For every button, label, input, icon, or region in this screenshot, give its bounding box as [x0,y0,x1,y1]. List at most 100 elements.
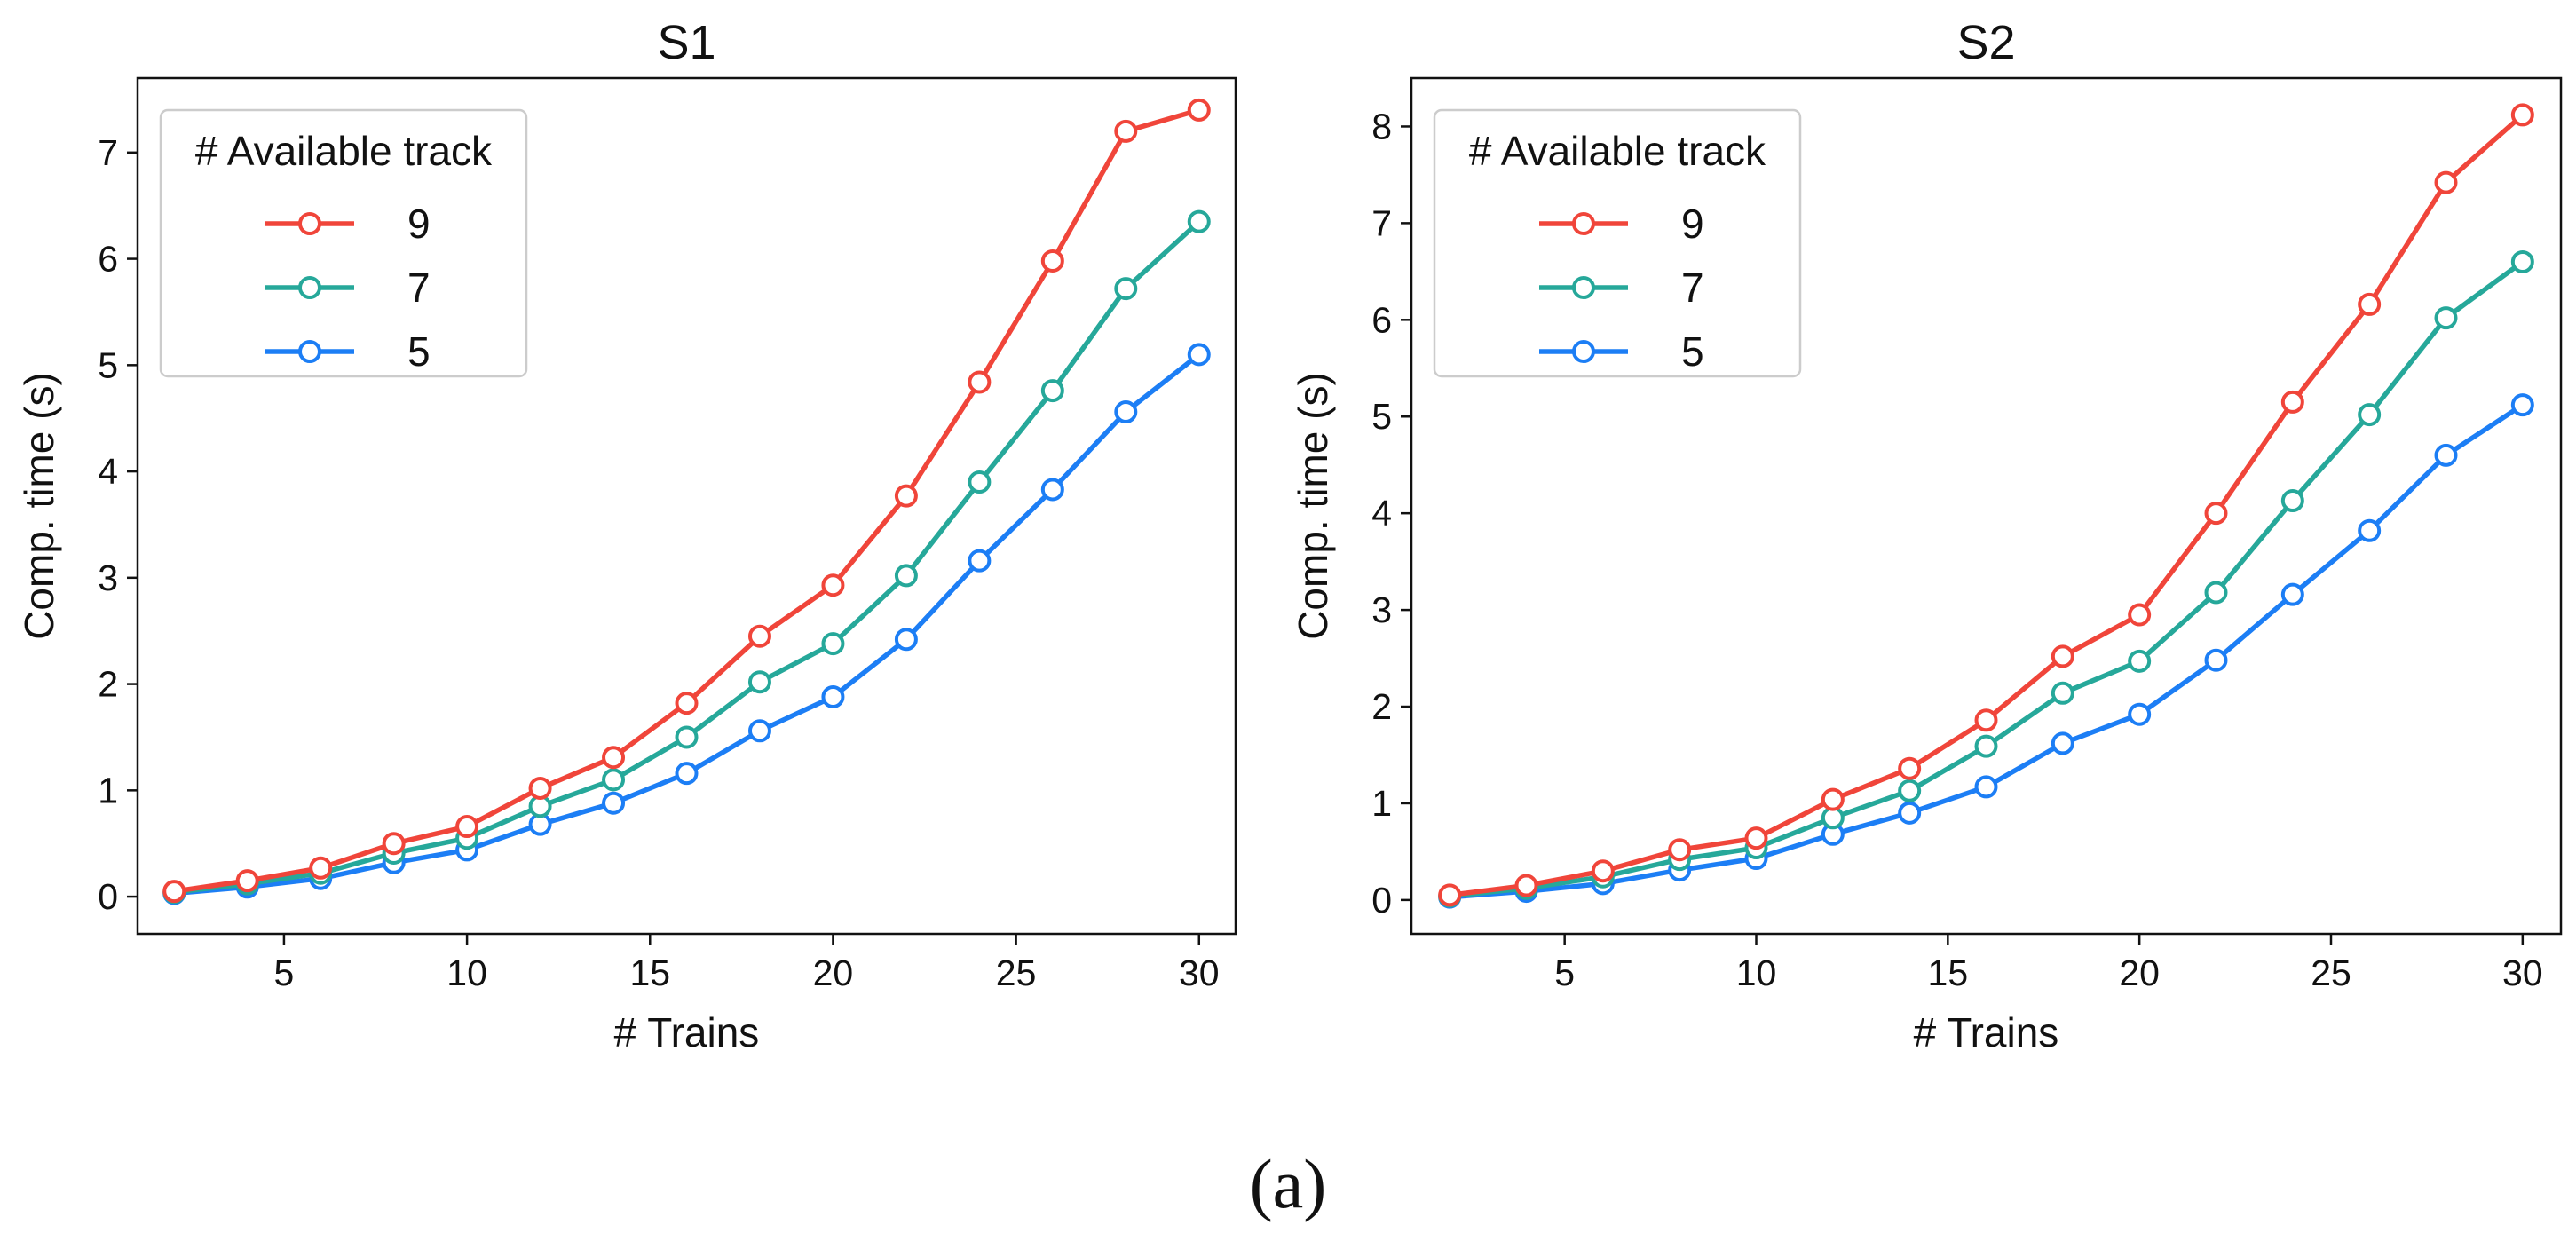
legend-marker-5 [298,340,321,363]
x-tick-label: 5 [274,953,295,993]
x-tick-label: 25 [996,953,1037,993]
data-point-5 [2510,393,2534,417]
data-point-5 [968,549,992,573]
data-point-5 [675,762,699,786]
data-point-9 [1187,98,1211,122]
legend-label-9: 9 [407,201,431,247]
data-point-9 [602,746,626,770]
plot-frame [136,76,1237,936]
data-point-9 [1591,859,1615,883]
legend-box [159,108,528,378]
data-point-7 [747,670,771,694]
data-point-5 [2051,731,2074,755]
y-tick-label: 7 [98,132,118,173]
data-point-5 [821,684,845,708]
y-axis-label: Comp. time (s) [16,372,62,640]
y-tick-label: 2 [1371,686,1392,727]
y-tick-label: 2 [98,664,118,705]
legend-marker-5 [1572,340,1595,363]
y-tick-label: 7 [1371,202,1392,243]
data-point-9 [309,856,333,880]
data-point-7 [1898,779,1922,802]
data-point-7 [968,470,992,494]
x-tick-label: 20 [2119,953,2160,993]
x-tick-label: 30 [2502,953,2543,993]
data-point-9 [1514,874,1538,897]
y-tick-label: 4 [1371,493,1392,534]
data-point-7 [1974,734,1998,758]
data-point-9 [2510,103,2534,127]
data-point-9 [528,776,552,800]
y-tick-label: 6 [1371,299,1392,340]
y-tick-label: 3 [98,557,118,598]
data-point-7 [2510,249,2534,273]
data-point-9 [2280,390,2304,414]
data-point-9 [1114,119,1138,143]
legend-marker-7 [298,276,321,299]
legend: # Available track 9 7 5 [1433,108,1802,378]
series-line-5 [1449,402,2525,900]
x-tick-label: 30 [1179,953,1220,993]
legend-marker-9 [1572,212,1595,235]
figure-caption: (a) [1250,1145,1327,1222]
x-tick-label: 10 [446,953,487,993]
data-point-7 [2280,489,2304,513]
data-point-5 [1187,343,1211,367]
data-point-9 [162,880,186,904]
data-point-9 [1744,826,1768,850]
y-tick-label: 0 [98,876,118,917]
data-point-5 [2204,648,2228,672]
data-point-5 [2434,443,2458,467]
data-point-9 [821,573,845,597]
plot-frame [1410,76,2563,936]
data-point-9 [1668,838,1692,862]
data-point-7 [2358,403,2382,427]
y-tick-label: 5 [98,344,118,385]
data-point-9 [1974,708,1998,732]
y-tick-label: 3 [1371,589,1392,630]
legend-label-5: 5 [1681,328,1704,375]
data-point-7 [894,564,918,588]
data-point-5 [2128,702,2152,726]
y-tick-label: 8 [1371,106,1392,146]
data-point-9 [1898,756,1922,780]
x-tick-label: 15 [629,953,670,993]
chart-title: S1 [657,16,715,69]
y-axis-label: Comp. time (s) [1290,372,1336,640]
data-point-9 [968,370,992,394]
legend: # Available track 9 7 5 [159,108,528,378]
x-tick-label: 5 [1554,953,1575,993]
x-tick-label: 25 [2311,953,2351,993]
legend-marker-7 [1572,276,1595,299]
data-point-9 [2204,502,2228,526]
data-point-5 [1974,775,1998,799]
chart-title: S2 [1956,16,2015,69]
y-tick-label: 4 [98,451,118,492]
legend-label-9: 9 [1681,201,1704,247]
y-tick-label: 1 [1371,783,1392,824]
data-point-5 [602,791,626,815]
data-point-7 [2204,581,2228,605]
data-point-9 [382,832,406,856]
data-point-9 [747,624,771,648]
data-point-9 [2434,170,2458,194]
data-point-9 [894,484,918,508]
x-tick-label: 10 [1736,953,1777,993]
legend-label-7: 7 [407,265,431,311]
x-tick-label: 15 [1928,953,1969,993]
chart-panel-s2: S2 5 10 15 20 25 30 0 1 2 3 4 5 6 7 8 # Trains Comp. time… [1290,16,2563,1055]
legend-title: # Available track [1469,128,1766,174]
legend-label-5: 5 [407,328,431,375]
data-point-9 [235,869,259,893]
y-tick-label: 5 [1371,396,1392,437]
data-point-7 [2434,306,2458,330]
data-point-9 [2051,644,2074,668]
data-point-9 [2128,603,2152,627]
data-point-7 [1187,209,1211,233]
data-point-7 [602,768,626,792]
data-point-7 [2051,681,2074,705]
legend-box [1433,108,1802,378]
x-axis-label: # Trains [614,1009,760,1055]
data-point-9 [2358,292,2382,316]
data-point-7 [675,725,699,749]
